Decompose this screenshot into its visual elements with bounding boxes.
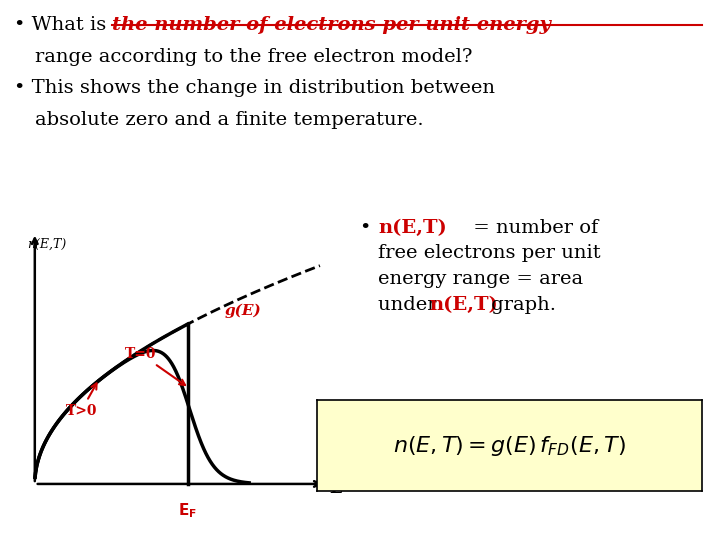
Text: range according to the free electron model?: range according to the free electron mod… [35,48,472,65]
Text: absolute zero and a finite temperature.: absolute zero and a finite temperature. [35,111,423,129]
Text: graph.: graph. [485,296,557,314]
Text: free electrons per unit: free electrons per unit [378,244,600,262]
Text: •: • [360,219,377,237]
Text: under: under [378,296,443,314]
Text: = number of: = number of [467,219,598,237]
Text: n(E,T): n(E,T) [429,296,498,314]
Text: n(E,T): n(E,T) [27,238,66,251]
Text: E: E [330,480,343,497]
Text: g(E): g(E) [225,303,261,318]
Text: n(E,T): n(E,T) [378,219,446,237]
Text: T>0: T>0 [66,383,97,418]
Text: energy range = area: energy range = area [378,270,583,288]
Text: $n(E,T) = g(E)\,f_{FD}(E,T)$: $n(E,T) = g(E)\,f_{FD}(E,T)$ [393,434,626,457]
Text: T=0: T=0 [125,347,185,385]
Text: $\mathbf{E_F}$: $\mathbf{E_F}$ [179,501,197,520]
Text: the number of electrons per unit energy: the number of electrons per unit energy [112,16,551,34]
Text: • What is: • What is [14,16,113,34]
Text: • This shows the change in distribution between: • This shows the change in distribution … [14,79,495,97]
